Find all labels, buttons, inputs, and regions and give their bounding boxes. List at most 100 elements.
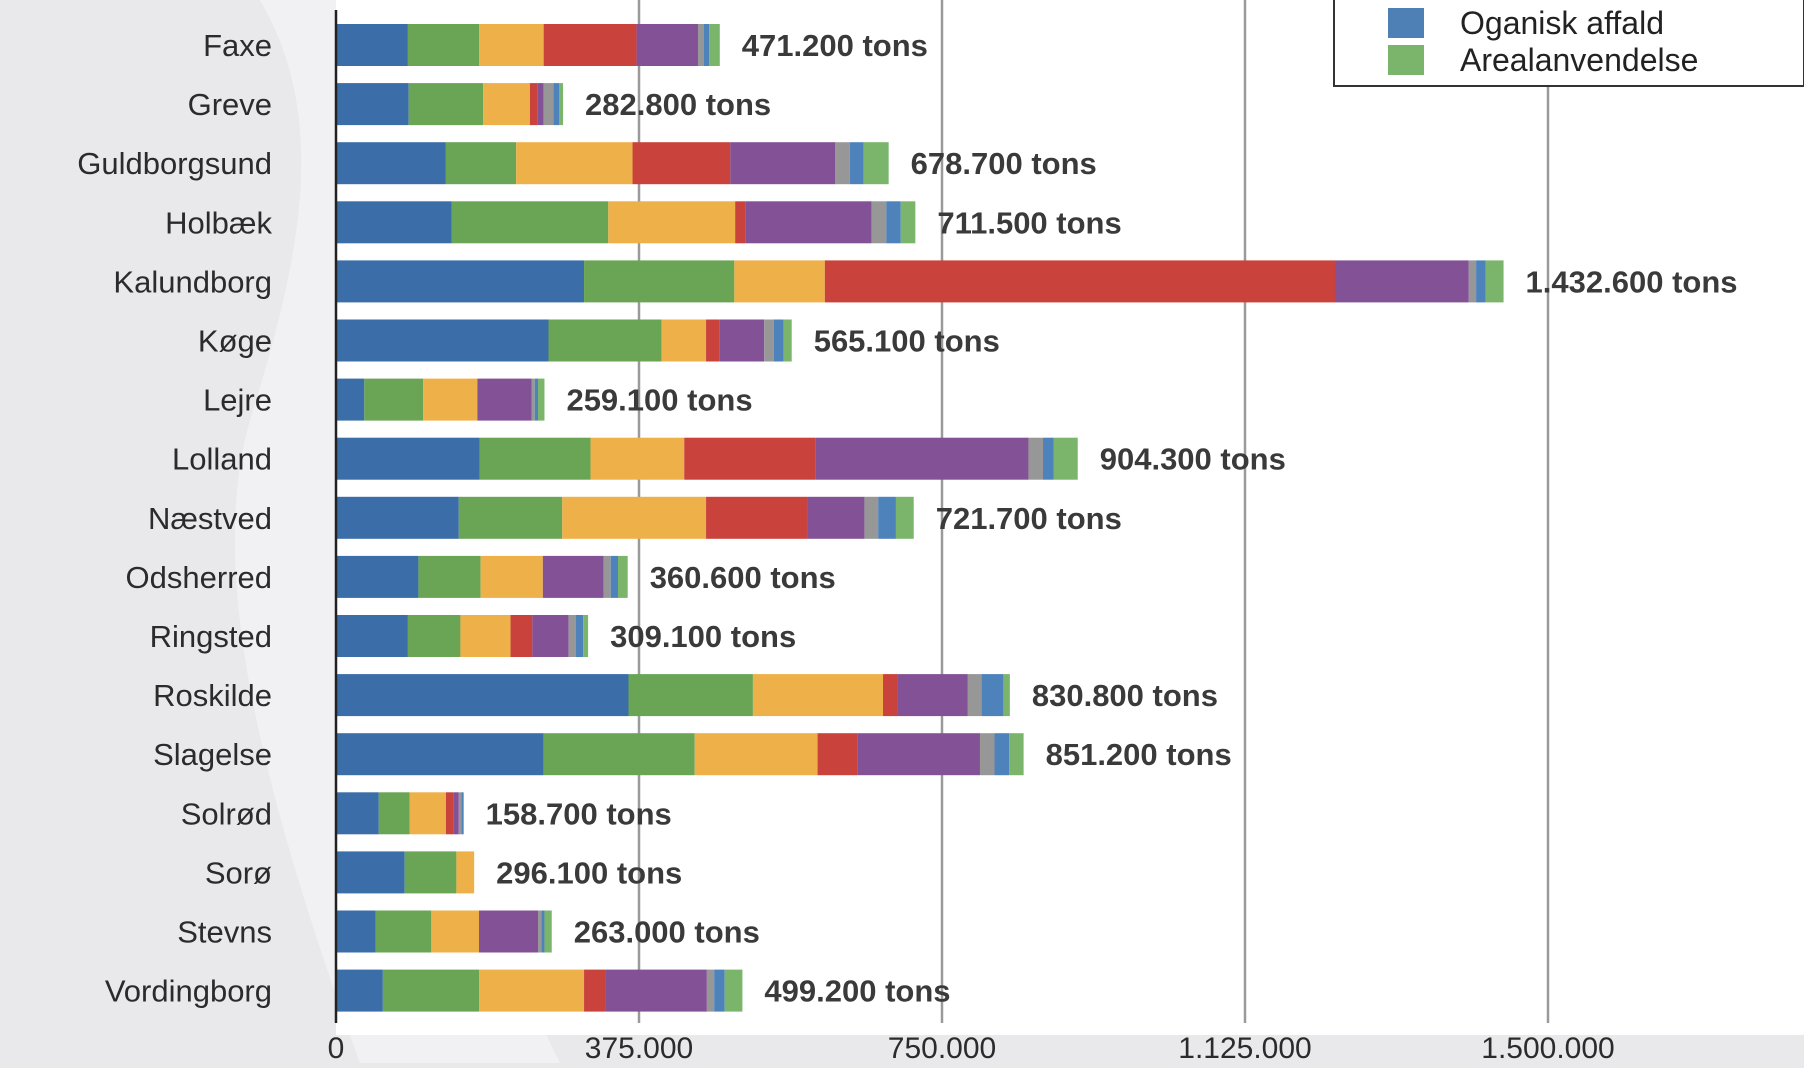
bar-segment (735, 201, 746, 244)
total-label: 851.200 tons (1046, 737, 1232, 772)
category-label: Kalundborg (113, 264, 272, 299)
bar-segment (752, 674, 884, 717)
bar-segment (336, 851, 405, 894)
bar-segment (697, 24, 704, 66)
bar-segment (584, 260, 735, 303)
bar-segment (456, 851, 475, 894)
category-label: Guldborgsund (77, 146, 272, 181)
bar-segment (483, 83, 530, 126)
total-label: 259.100 tons (566, 383, 752, 418)
bar-segment (382, 969, 480, 1012)
bar-segment (694, 733, 818, 776)
bar-segment (824, 260, 1336, 303)
bar-segment (1003, 674, 1010, 717)
bar-segment (407, 615, 461, 657)
total-label: 565.100 tons (814, 324, 1000, 359)
bar-segment (706, 496, 808, 539)
bar-segment (460, 615, 511, 657)
bar-segment (375, 910, 432, 953)
bar-segment (336, 24, 408, 66)
bar-segment (605, 969, 707, 1012)
category-label: Sorø (205, 855, 272, 890)
bar-segment (458, 496, 563, 539)
bar-segment (562, 496, 707, 539)
bar-segment (336, 733, 544, 776)
bar-segment (895, 496, 914, 539)
legend-swatch (1388, 45, 1424, 75)
bar-segment (336, 615, 408, 657)
total-label: 471.200 tons (742, 28, 928, 63)
bar-segment (967, 674, 982, 717)
bar-segment (510, 615, 533, 657)
bar-segment (636, 24, 698, 66)
bar-segment (541, 910, 545, 953)
bar-segment (336, 142, 446, 185)
bar-segment (1476, 260, 1486, 303)
bars-layer (336, 24, 1504, 1012)
total-label: 296.100 tons (496, 855, 682, 890)
total-label: 282.800 tons (585, 87, 771, 122)
category-label: Roskilde (153, 678, 272, 713)
bar-segment (537, 83, 544, 126)
bar-segment (807, 496, 865, 539)
bar-segment (1009, 733, 1024, 776)
bar-segment (857, 733, 980, 776)
total-label: 721.700 tons (936, 501, 1122, 536)
bar-segment (364, 378, 424, 421)
bar-segment (764, 319, 774, 362)
bar-segment (461, 792, 464, 835)
grid-layer (637, 0, 1550, 1023)
bar-segment (409, 792, 446, 835)
category-label: Holbæk (165, 205, 272, 240)
bar-segment (849, 142, 864, 185)
bar-segment (724, 969, 743, 1012)
bar-segment (336, 437, 480, 480)
bar-segment (608, 201, 736, 244)
bar-segment (336, 910, 376, 953)
bar-segment (336, 260, 585, 303)
legend-label: Arealanvendelse (1460, 42, 1698, 78)
total-label: 711.500 tons (937, 205, 1121, 240)
bar-segment (575, 615, 584, 657)
category-label: Lolland (172, 442, 272, 477)
bar-segment (632, 142, 731, 185)
bar-segment (531, 378, 535, 421)
bar-segment (543, 733, 695, 776)
bar-segment (730, 142, 836, 185)
bar-segment (773, 319, 784, 362)
bar-segment (835, 142, 850, 185)
total-label: 263.000 tons (574, 915, 760, 950)
bar-segment (336, 496, 459, 539)
category-label: Greve (188, 87, 272, 122)
bar-segment (548, 319, 662, 362)
bar-segment (979, 733, 995, 776)
bar-segment (897, 674, 968, 717)
bar-segment (538, 910, 542, 953)
total-label: 360.600 tons (650, 560, 836, 595)
bar-segment (706, 969, 715, 1012)
legend-swatch (1388, 8, 1424, 38)
bar-segment (479, 24, 544, 66)
bar-segment (534, 378, 538, 421)
bar-segment (1028, 437, 1043, 480)
bar-segment (994, 733, 1010, 776)
category-label: Slagelse (153, 737, 272, 772)
bar-segment (529, 83, 538, 126)
bar-segment (590, 437, 685, 480)
bar-segment (544, 910, 552, 953)
category-label: Ringsted (150, 619, 272, 654)
bar-segment (479, 437, 591, 480)
bar-segment (479, 910, 538, 953)
category-label: Køge (198, 324, 272, 359)
bar-segment (610, 555, 618, 598)
total-label: 1.432.600 tons (1526, 264, 1738, 299)
x-tick-label: 0 (328, 1032, 345, 1063)
bar-segment (532, 615, 569, 657)
bar-segment (445, 142, 517, 185)
bar-segment (568, 615, 576, 657)
bar-segment (480, 555, 543, 598)
bar-segment (709, 24, 720, 66)
x-tick-label: 750.000 (888, 1032, 996, 1063)
